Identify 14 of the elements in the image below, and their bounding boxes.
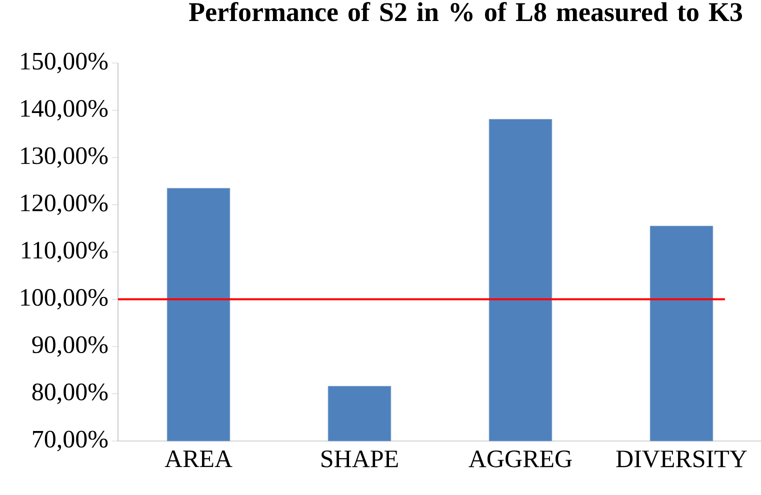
y-tick-label: 80,00% (32, 384, 108, 404)
y-tick-label: 100,00% (21, 289, 108, 310)
x-tick-label: AGGREG (468, 450, 572, 468)
y-tick-label: 110,00% (22, 242, 108, 262)
y-tick-label: 90,00% (32, 336, 108, 357)
x-tick-label: DIVERSITY (616, 450, 747, 468)
y-tick-label: 140,00% (21, 100, 108, 120)
chart-title: Performance of S2 in % of L8 measured to K3 (189, 2, 742, 22)
y-tick-label: 120,00% (21, 194, 108, 215)
x-tick-label: SHAPE (322, 450, 398, 468)
y-tick-label: 70,00% (33, 430, 108, 452)
y-tick-label: 150,00% (21, 52, 108, 74)
y-tick-label: 130,00% (21, 147, 108, 168)
x-tick-label: AREA (164, 450, 232, 468)
